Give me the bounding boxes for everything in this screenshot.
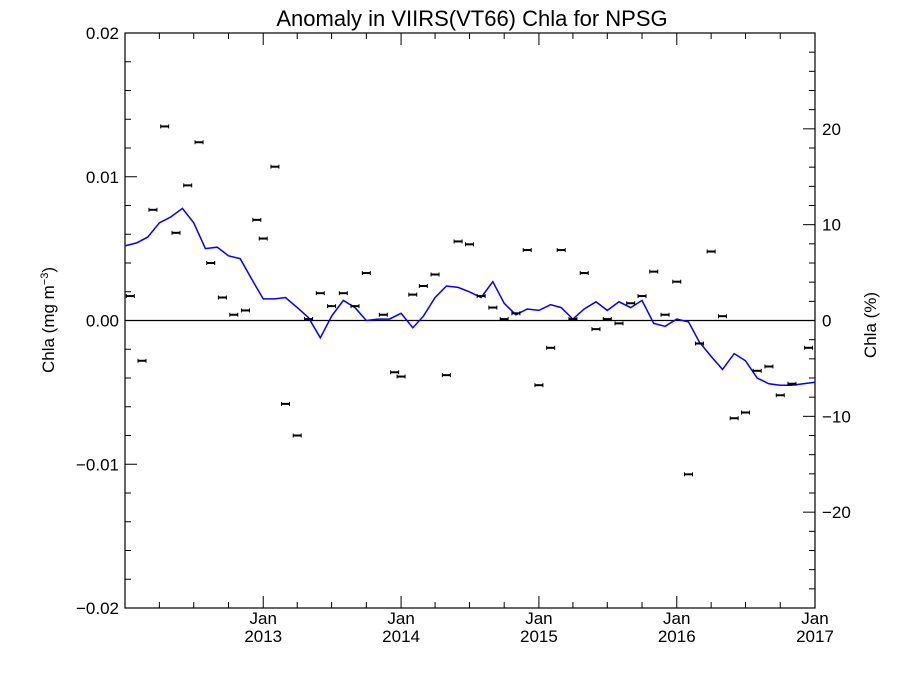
data-point [729,416,739,421]
data-point [672,279,682,284]
x-tick-label-year: 2013 [244,627,282,646]
data-point [683,472,693,477]
data-point [453,239,463,244]
x-tick-label-month: Jan [525,609,552,628]
y-right-tick-label: −10 [822,407,851,426]
data-point [499,317,509,322]
data-point [160,124,170,129]
x-tick-label-year: 2015 [520,627,558,646]
data-point [430,272,440,277]
data-point [579,271,589,276]
y-right-tick-label: −20 [822,503,851,522]
data-point [464,242,474,247]
y-left-tick-label: −0.02 [76,599,119,618]
data-point [556,248,566,253]
data-point [626,301,636,306]
data-point [125,294,135,299]
anomaly-line [124,207,816,386]
data-point [229,312,239,317]
data-point [390,370,400,375]
data-point [378,312,388,317]
data-point [614,321,624,326]
y-left-tick-label: −0.01 [76,455,119,474]
data-point [281,401,291,406]
y-axis-left: 0.02 0.01 0.00 −0.01 −0.02 [76,24,137,618]
data-point [292,433,302,438]
data-point [787,381,797,386]
data-point [240,308,250,313]
x-tick-label-year: 2017 [796,627,834,646]
y-left-tick-label: 0.02 [86,24,119,43]
data-point [602,317,612,322]
data-point [546,345,556,350]
anomaly-point-series [125,124,814,477]
data-point [522,248,532,253]
y-axis-right-label: Chla (%) [861,292,880,358]
data-point [304,317,314,322]
anomaly-line-series [124,207,816,386]
data-point [148,207,158,212]
x-tick-label-month: Jan [801,609,828,628]
data-point [327,304,337,309]
data-point [568,317,578,322]
data-point [315,291,325,296]
data-point [206,261,216,265]
x-tick-label-month: Jan [250,609,277,628]
data-point [217,295,227,300]
data-point [694,341,704,346]
data-point [511,311,521,316]
data-point [350,304,360,309]
data-point [741,410,751,415]
x-tick-label-month: Jan [663,609,690,628]
data-point [252,217,262,222]
data-point [408,292,418,297]
x-tick-label-year: 2014 [382,627,420,646]
x-tick-label-month: Jan [387,609,414,628]
x-tick-label-year: 2016 [658,627,696,646]
y-left-tick-label: 0.01 [86,168,119,187]
data-point [534,383,544,388]
data-point [441,373,451,378]
data-point [258,236,268,241]
data-point [752,368,762,373]
data-point [775,393,785,398]
chart-title: Anomaly in VIIRS(VT66) Chla for NPSG [276,6,667,31]
data-point [649,269,659,274]
y-axis-left-label: Chla (mg m−3) [39,267,58,373]
data-point [137,358,147,363]
data-point [591,327,601,332]
y-right-tick-label: 10 [822,216,841,235]
data-point [418,284,428,288]
data-point [361,271,371,276]
data-point [338,291,348,296]
y-left-tick-label: 0.00 [86,312,119,331]
y-right-tick-label: 20 [822,120,841,139]
data-point [476,294,486,299]
data-point [717,314,727,319]
y-axis-right: 20 10 0 −10 −20 [803,32,851,609]
data-point [660,312,670,317]
data-point [194,140,204,145]
data-point [804,345,814,350]
data-point [396,374,406,379]
data-point [764,364,774,369]
data-point [637,294,647,299]
y-right-tick-label: 0 [822,312,831,331]
data-point [270,164,280,169]
data-point [488,305,498,310]
data-point [183,183,193,188]
data-point [171,230,181,235]
data-point [706,249,716,254]
